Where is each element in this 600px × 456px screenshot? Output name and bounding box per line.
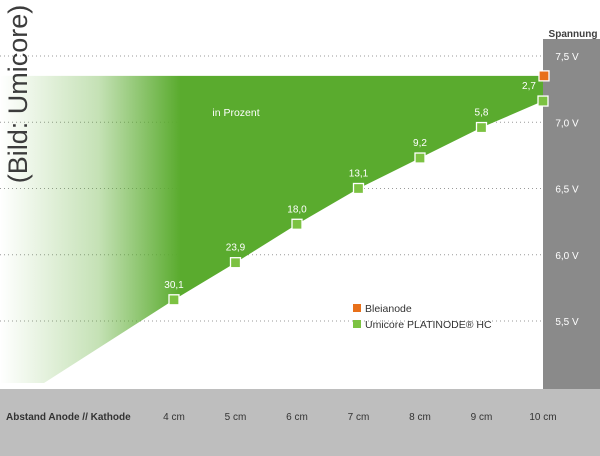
point-umicore-2 [291, 218, 303, 230]
point-bleianode [538, 70, 550, 82]
x-axis-label: Abstand Anode // Kathode [6, 412, 131, 423]
point-umicore-5 [475, 121, 488, 134]
data-label-1: 23,9 [226, 243, 246, 254]
y-tick-label-2: 6,5 V [555, 185, 579, 196]
data-label-5: 5,8 [475, 108, 489, 119]
legend-label-umicore: Umicore PLATINODE® HC [365, 319, 492, 331]
point-umicore-1 [229, 257, 242, 269]
x-tick-label-0: 4 cm [163, 412, 185, 423]
x-tick-label-4: 8 cm [409, 412, 431, 423]
data-label-4: 9,2 [413, 138, 427, 149]
y-axis-panel [543, 39, 600, 389]
x-tick-label-1: 5 cm [225, 412, 247, 423]
image-credit: (Bild: Umicore) [3, 4, 33, 184]
data-label-3: 13,1 [349, 169, 369, 180]
legend: Bleianode Umicore PLATINODE® HC [353, 303, 492, 331]
point-umicore-4 [414, 152, 426, 164]
axis-layer: Spannung 5,5 V 6,0 V 6,5 V 7,0 V 7,5 V Abstand… [0, 29, 600, 456]
x-tick-label-5: 9 cm [471, 412, 493, 423]
y-tick-label-0: 5,5 V [555, 317, 579, 328]
point-umicore-6 [537, 95, 549, 107]
data-label-2: 18,0 [287, 204, 307, 215]
y-axis-label: Spannung [549, 29, 598, 40]
x-tick-label-6: 10 cm [529, 412, 556, 423]
data-label-0: 30,1 [164, 280, 184, 291]
marks-layer: 30,1 23,9 18,0 13,1 9,2 5,8 2,7 [164, 70, 550, 306]
point-umicore-0 [168, 294, 180, 306]
x-tick-label-3: 7 cm [348, 412, 370, 423]
y-tick-label-1: 6,0 V [555, 251, 579, 262]
y-tick-label-4: 7,5 V [555, 52, 579, 63]
area-layer: in Prozent [0, 75, 546, 383]
data-label-6: 2,7 [522, 81, 536, 92]
annotation-in-prozent: in Prozent [212, 107, 259, 119]
point-umicore-3 [352, 182, 365, 195]
y-tick-label-3: 7,0 V [555, 118, 579, 129]
legend-swatch-umicore [353, 320, 361, 328]
legend-swatch-bleianode [353, 304, 361, 312]
legend-label-bleianode: Bleianode [365, 303, 412, 315]
x-axis-band [0, 389, 600, 456]
x-tick-label-2: 6 cm [286, 412, 308, 423]
savings-area [0, 75, 546, 383]
